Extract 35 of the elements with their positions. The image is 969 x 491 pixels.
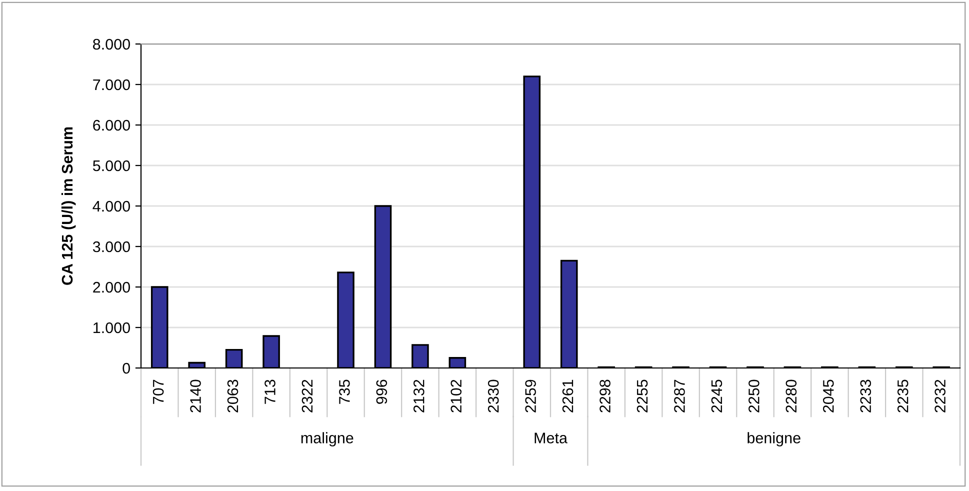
x-tick-label: 996 (376, 380, 388, 404)
x-tick-label: 2255 (636, 380, 648, 412)
y-tick-label: 8.000 (93, 38, 130, 50)
x-tick-label: 2232 (934, 380, 946, 412)
y-axis-title: CA 125 (U/l) im Serum (61, 127, 76, 285)
x-tick-label: 2298 (600, 380, 610, 412)
y-tick-label: 0 (122, 362, 130, 374)
y-tick-label: 2.000 (93, 282, 130, 293)
x-tick-label: 2261 (562, 380, 574, 412)
x-tick-label: 2045 (822, 380, 834, 412)
x-tick-label: 2259 (525, 380, 536, 412)
x-tick-label: 2102 (450, 380, 462, 412)
y-tick-label: 7.000 (93, 79, 130, 90)
x-tick-label: 713 (264, 380, 276, 404)
x-tick-label: 2245 (711, 380, 722, 412)
x-tick-label: 2233 (860, 380, 872, 412)
y-tick-label: 5.000 (92, 160, 130, 172)
x-tick-label: 2287 (674, 380, 685, 412)
x-tick-label: 2330 (488, 380, 499, 412)
x-tick-label: 707 (152, 380, 164, 404)
text: benigne (748, 432, 800, 446)
x-tick-label: 2132 (413, 380, 424, 412)
x-tick-label: 2322 (302, 380, 313, 412)
y-tick-label: 1.000 (94, 322, 130, 334)
y-tick-label: 6.000 (93, 120, 130, 131)
x-tick-label: 735 (339, 380, 350, 404)
y-tick-label: 3.000 (92, 241, 130, 252)
x-tick-label: 2140 (190, 380, 201, 412)
text: maligne (301, 432, 354, 446)
x-tick-label: 2063 (227, 380, 238, 412)
x-tick-label: 2280 (786, 380, 797, 412)
text: Meta (534, 432, 568, 444)
x-tick-label: 2235 (897, 380, 908, 412)
y-tick-label: 4.000 (92, 200, 130, 212)
x-tick-label: 2250 (748, 380, 760, 412)
